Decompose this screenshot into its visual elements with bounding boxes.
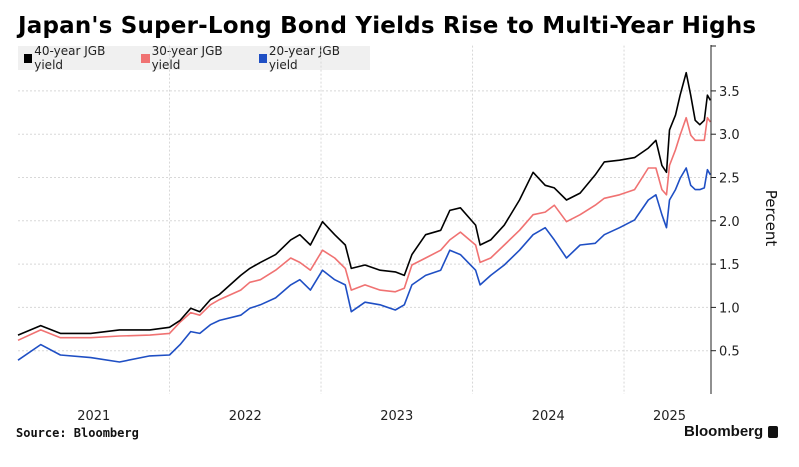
legend-item-20y: 20-year JGB yield (258, 44, 364, 72)
line-40-year (17, 71, 712, 336)
bloomberg-logo: Bloomberg (684, 423, 779, 440)
y-tick-label: 0.5 (719, 345, 740, 360)
legend-swatch-30y (141, 53, 150, 63)
y-axis-label: Percent (762, 190, 780, 247)
y-tick-label: 1.5 (719, 258, 740, 273)
x-axis-labels: 2021 2022 2023 2024 2025 (77, 409, 686, 424)
line-30-year (17, 116, 712, 342)
legend-swatch-20y (258, 53, 267, 63)
x-tick-label: 2024 (532, 409, 565, 424)
x-tick-label: 2022 (229, 409, 262, 424)
x-tick-label: 2023 (380, 409, 413, 424)
y-tick-label: 2.0 (719, 215, 740, 230)
y-tick-label: 2.5 (719, 172, 740, 187)
series-lines (17, 71, 712, 363)
line-20-year (17, 167, 712, 363)
y-axis: 0.5 1.0 1.5 2.0 2.5 3.0 3.5 (710, 45, 740, 394)
source-note: Source: Bloomberg (16, 426, 139, 440)
y-tick-label: 3.0 (719, 128, 740, 143)
legend-swatch-40y (24, 53, 33, 63)
legend-label-20y: 20-year JGB yield (268, 44, 340, 72)
chart-title: Japan's Super-Long Bond Yields Rise to M… (18, 13, 757, 39)
bloomberg-terminal-icon (768, 425, 779, 438)
legend-item-40y: 40-year JGB yield (24, 44, 129, 72)
gridlines (18, 45, 711, 394)
y-tick-label: 3.5 (719, 85, 740, 100)
x-tick-label: 2021 (77, 409, 110, 424)
brand-text: Bloomberg (684, 423, 764, 440)
x-tick-label: 2025 (653, 409, 686, 424)
legend-label-40y: 40-year JGB yield (34, 44, 106, 72)
y-tick-label: 1.0 (719, 301, 740, 316)
